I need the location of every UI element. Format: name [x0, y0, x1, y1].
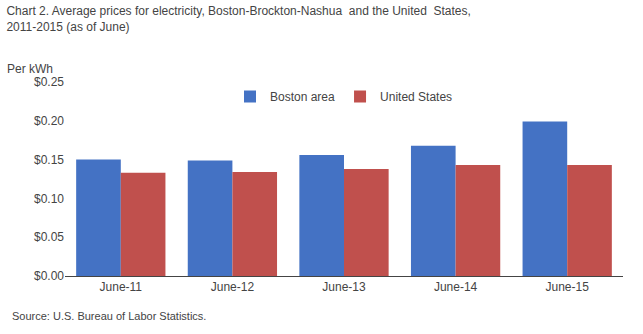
svg-text:$0.20: $0.20: [34, 114, 64, 128]
svg-text:$0.00: $0.00: [34, 269, 64, 283]
svg-text:$0.15: $0.15: [34, 153, 64, 167]
svg-text:Source: U.S. Bureau of Labor S: Source: U.S. Bureau of Labor Statistics.: [12, 310, 206, 322]
svg-text:June-14: June-14: [434, 280, 478, 294]
svg-text:$0.05: $0.05: [34, 230, 64, 244]
svg-text:Chart 2. Average prices for el: Chart 2. Average prices for electricity,…: [6, 4, 470, 34]
svg-text:June-13: June-13: [322, 280, 366, 294]
svg-text:June-12: June-12: [211, 280, 255, 294]
svg-text:Per kWh: Per kWh: [7, 62, 53, 76]
svg-text:$0.25: $0.25: [34, 75, 64, 89]
svg-text:$0.10: $0.10: [34, 192, 64, 206]
svg-text:Boston area: Boston area: [270, 90, 335, 104]
svg-text:June-15: June-15: [546, 280, 590, 294]
svg-text:June-11: June-11: [100, 280, 143, 294]
svg-text:United States: United States: [380, 90, 452, 104]
